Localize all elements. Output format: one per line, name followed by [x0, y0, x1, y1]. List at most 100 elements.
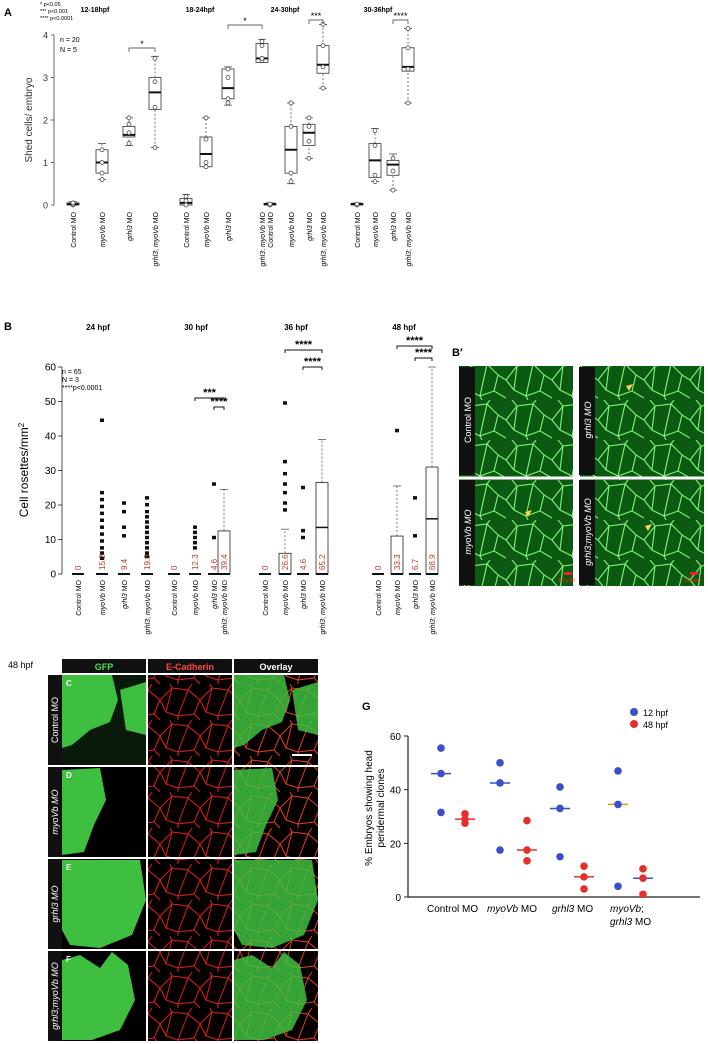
a-x-label: myoVb MO	[373, 211, 380, 247]
a-sig-stars: ***	[311, 11, 322, 21]
b-outlier	[395, 428, 399, 433]
a-point	[126, 141, 132, 146]
a-point	[372, 128, 378, 133]
b-mean-label: 4.6	[299, 558, 308, 570]
b-x-label: Control MO	[376, 579, 383, 615]
g-point	[580, 885, 588, 893]
panel-b-p: ****p<0.0001	[62, 385, 102, 392]
a-point	[320, 64, 326, 70]
a-point	[225, 75, 231, 80]
panel-a-ylabel: Shed cells/ embryo	[24, 77, 35, 162]
b-mean-label: 26.6	[281, 554, 290, 570]
a-point	[288, 124, 294, 129]
b-outlier	[122, 509, 126, 514]
scalebar-double	[690, 572, 698, 575]
g-point	[461, 810, 469, 818]
a-point	[405, 100, 411, 106]
a-point	[183, 202, 189, 208]
a-x-label: myoVb MO	[289, 211, 296, 247]
b-outlier	[212, 482, 216, 486]
overlay-cells-f	[234, 952, 307, 1040]
a-point	[259, 43, 265, 48]
b-outlier	[145, 554, 149, 559]
a-x-label: grhl3 MO	[226, 211, 233, 240]
a-point	[405, 26, 411, 31]
a-x-label: grhl3; myoVb MO	[153, 211, 160, 266]
b-outlier	[193, 540, 197, 545]
panel-a-letter: A	[4, 7, 12, 19]
b-outlier	[100, 525, 104, 529]
b-outlier	[283, 401, 287, 405]
g-legend-marker	[630, 720, 638, 728]
b-x-label: myoVb MO	[100, 579, 107, 615]
b-outlier	[413, 496, 417, 500]
col-ecad-label: E-Cadherin	[166, 662, 214, 672]
a-point	[306, 138, 312, 144]
b-outlier	[301, 528, 305, 533]
a-point	[203, 164, 209, 170]
b-outlier	[145, 530, 149, 535]
b-mean-label: 6.7	[411, 558, 420, 570]
b-sig-bracket	[302, 366, 323, 370]
row-e-strip	[48, 859, 62, 949]
row-c-letter: C	[66, 679, 72, 688]
b-sig-bracket	[194, 397, 225, 401]
b-outlier	[145, 520, 149, 524]
gfp-cells	[62, 675, 318, 1040]
b-sig-stars: ***	[203, 387, 217, 399]
row-c-ecad	[148, 675, 232, 765]
g-legend-label: 48 hpf	[643, 720, 669, 730]
b-ytick-label: 20	[45, 501, 57, 512]
b-group-title: 48 hpf	[392, 323, 416, 332]
arrowhead-grhl3	[626, 384, 633, 391]
b-sig-bracket	[414, 357, 433, 361]
col-header-overlay	[234, 659, 318, 673]
g-point	[496, 759, 504, 767]
a-sig-bracket	[308, 19, 324, 24]
a-point	[306, 115, 312, 121]
b-ytick-label: 10	[45, 535, 57, 546]
g-x-label-line2: grhl3 MO	[610, 917, 651, 928]
bprime-label-myovb: myoVb MO	[463, 509, 473, 554]
a-point	[152, 56, 158, 61]
b-x-label: grhl3 MO	[212, 579, 219, 608]
a-x-label: Control MO	[268, 211, 275, 247]
b-outlier	[100, 556, 104, 560]
row-d-label: myoVb MO	[50, 789, 60, 834]
g-point	[437, 808, 445, 817]
a-point	[126, 121, 132, 127]
panel-cf-grid: GFP E-Cadherin Overlay	[48, 659, 318, 1041]
col-gfp-label: GFP	[95, 662, 114, 672]
b-outlier	[100, 504, 104, 509]
b-x-label: grhl3; myoVb MO	[320, 579, 327, 634]
a-box	[221, 68, 235, 100]
b-outlier	[212, 535, 216, 540]
b-outlier	[413, 534, 417, 538]
row-e-label: grhl3 MO	[50, 885, 60, 922]
b-outlier	[145, 515, 149, 519]
g-point	[437, 769, 445, 778]
b-group-title: 24 hpf	[86, 323, 110, 332]
panel-b-ylabel: Cell rosettes/mm2	[17, 422, 31, 517]
panel-a-N: N = 5	[60, 47, 77, 54]
b-sig-stars: ****	[295, 339, 313, 351]
bprime-label-double: grhl3;myoVb MO	[583, 498, 593, 566]
a-sig-stars: *	[243, 16, 247, 26]
a-point	[267, 201, 273, 207]
panel-b-n: n = 65	[62, 369, 82, 376]
bprime-label-grhl3: grhl3 MO	[583, 401, 593, 438]
panel-cf-stage: 48 hpf	[8, 660, 34, 670]
panel-bprime-micrographs: Control MO grhl3 MO myoVb MO grhl3;myoVb…	[459, 366, 704, 586]
col-overlay-label: Overlay	[259, 662, 292, 672]
a-sig-bracket	[392, 19, 409, 24]
a-point	[225, 66, 231, 72]
a-point	[372, 143, 378, 148]
g-point	[639, 890, 647, 899]
a-point	[203, 160, 209, 165]
b-x-label: grhl3 MO	[413, 579, 420, 608]
b-outlier	[145, 540, 149, 545]
b-outlier	[193, 535, 197, 540]
a-x-label: grhl3 MO	[391, 211, 398, 240]
a-x-label: Control MO	[184, 211, 191, 247]
